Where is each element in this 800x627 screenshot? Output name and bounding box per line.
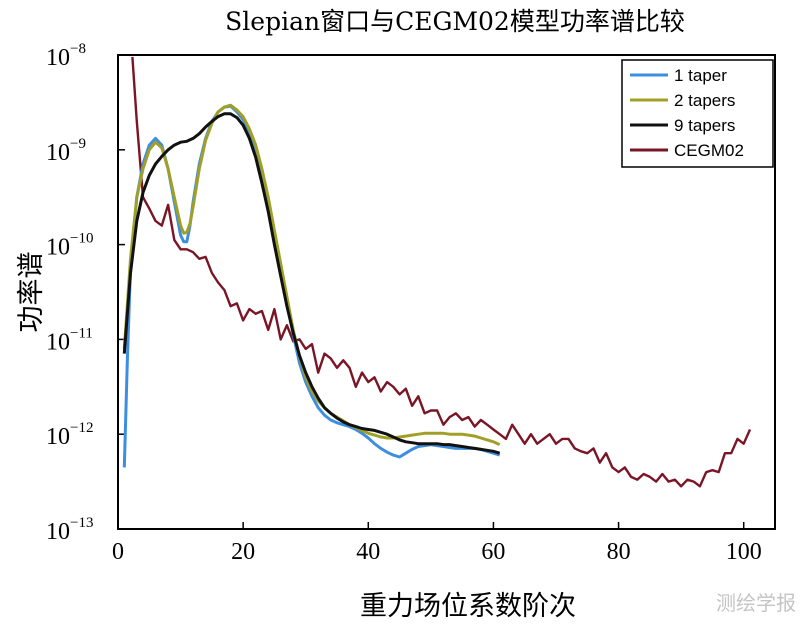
x-tick-label: 60 (481, 539, 505, 565)
x-axis-label: 重力场位系数阶次 (360, 591, 576, 622)
series-line-1-taper (122, 104, 501, 468)
y-axis-label: 功率谱 (16, 252, 47, 333)
x-tick-label: 100 (726, 539, 762, 565)
y-axis: 10−8 10−9 10−10 10−11 10−12 10−13 (46, 41, 125, 545)
y-tick-label: 10−12 (46, 420, 93, 450)
legend-label: 2 tapers (674, 91, 735, 110)
y-tick-label: 10−10 (46, 231, 93, 261)
x-tick-label: 20 (231, 539, 255, 565)
series-line-2-tapers (122, 103, 501, 446)
legend: 1 taper 2 tapers 9 tapers CEGM02 (621, 59, 774, 168)
legend-label: 9 tapers (674, 116, 735, 135)
series-line-cegm02 (131, 56, 752, 488)
legend-label: CEGM02 (674, 141, 744, 160)
y-tick-label: 10−8 (46, 41, 86, 71)
chart-title: Slepian窗口与CEGM02模型功率谱比较 (225, 7, 685, 36)
y-tick-label: 10−11 (46, 325, 93, 355)
y-tick-label: 10−9 (46, 136, 86, 166)
watermark: 测绘学报 (716, 591, 796, 615)
x-tick-label: 80 (607, 539, 631, 565)
series-line-9-tapers (122, 112, 501, 455)
x-tick-label: 40 (356, 539, 380, 565)
plot-frame (117, 54, 776, 530)
legend-label: 1 taper (674, 66, 727, 85)
x-tick-label: 0 (112, 539, 124, 565)
x-axis: 0 20 40 60 80 100 (112, 522, 762, 565)
y-tick-label: 10−13 (46, 515, 93, 545)
series-layer (122, 56, 752, 488)
